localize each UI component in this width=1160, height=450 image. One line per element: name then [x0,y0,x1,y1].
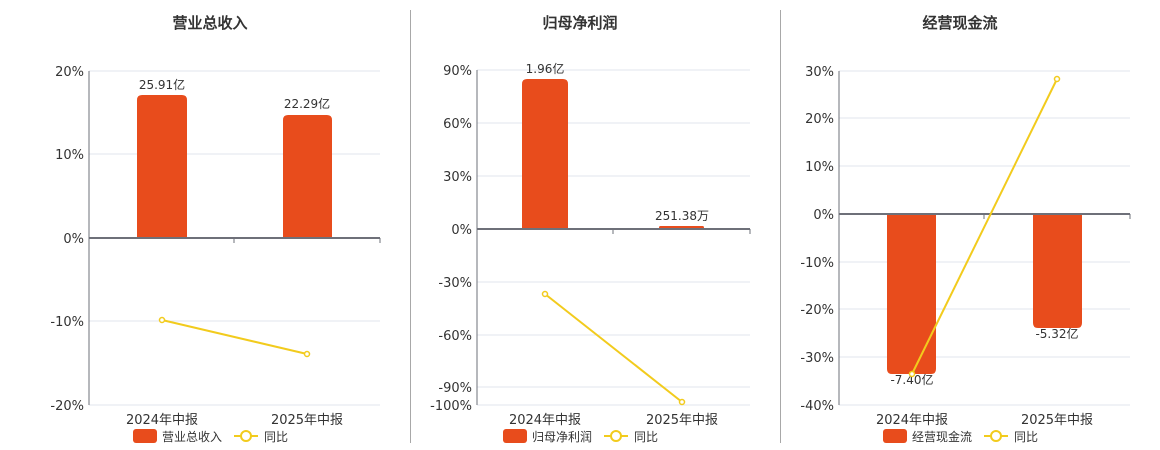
x-category: 2024年中报 [509,413,581,428]
yoy-point[interactable] [158,316,166,324]
bar-value-label: 1.96亿 [526,61,565,76]
legend-bar-swatch [883,429,907,443]
y-tick: -10% [800,256,834,271]
y-axis-labels: 20% 10% 0% -10% -20% [50,65,84,414]
y-tick: 10% [55,148,84,163]
grid-lines [89,70,380,406]
bar-2024[interactable] [887,214,936,374]
y-axis-labels: 90% 60% 30% 0% -30% -60% -90% -100% [430,64,472,414]
y-tick: 60% [443,117,472,132]
yoy-point[interactable] [303,350,311,358]
legend-bar-label[interactable]: 经营现金流 [912,429,972,444]
yoy-line [911,78,1058,375]
yoy-line [161,319,308,355]
grid-lines [839,70,1130,406]
y-tick: 90% [443,64,472,79]
y-tick: -40% [800,399,834,414]
x-category: 2025年中报 [271,413,343,428]
bar-2025[interactable] [1033,214,1082,328]
y-tick: 20% [55,65,84,80]
y-tick: -90% [438,381,472,396]
yoy-point[interactable] [678,398,686,406]
bar-value-label: -7.40亿 [890,372,933,387]
y-tick: -10% [50,315,84,330]
legend-line-label[interactable]: 同比 [264,430,288,444]
x-category: 2025年中报 [646,413,718,428]
chart-title: 营业总收入 [172,14,247,32]
y-tick: -60% [438,329,472,344]
y-tick: 30% [443,170,472,185]
x-category: 2025年中报 [1021,413,1093,428]
y-tick: -20% [50,399,84,414]
x-category: 2024年中报 [876,413,948,428]
legend-line-label[interactable]: 同比 [1014,430,1038,444]
chart-title: 归母净利润 [542,14,617,32]
y-tick: 0% [451,223,472,238]
y-tick: 20% [805,112,834,127]
yoy-point[interactable] [1053,75,1061,83]
bar-value-label: -5.32亿 [1035,326,1078,341]
legend-line-icon [990,430,1002,442]
legend-bar-swatch [133,429,157,443]
legend[interactable]: 营业总收入 同比 [133,429,288,444]
bar-2025[interactable] [283,115,332,238]
bar-value-label: 22.29亿 [284,96,330,111]
chart-title: 经营现金流 [922,14,997,32]
legend-line-icon [240,430,252,442]
y-tick: -30% [800,351,834,366]
bar-2024[interactable] [137,95,187,238]
y-tick: 10% [805,160,834,175]
panel-divider [410,10,411,443]
legend-bar-label[interactable]: 归母净利润 [532,430,592,444]
yoy-point[interactable] [908,370,916,378]
legend-bar-label[interactable]: 营业总收入 [162,430,222,444]
y-tick: 0% [813,208,834,223]
bar-value-label: 25.91亿 [139,77,185,92]
y-tick: 30% [805,65,834,80]
chart-revenue: 营业总收入 20% 10% 0% -10% -20% 25.91亿 22.29亿 [50,14,381,444]
chart-net-profit: 归母净利润 90% 60% 30% 0% -30% -60% -90% -100… [430,14,751,444]
yoy-line [544,293,683,403]
legend-line-label[interactable]: 同比 [634,430,658,444]
legend-line-icon [610,430,622,442]
legend[interactable]: 归母净利润 同比 [503,429,658,444]
chart-panel-net-profit: 归母净利润 90% 60% 30% 0% -30% -60% -90% -100… [430,14,751,444]
y-tick: -20% [800,303,834,318]
y-tick: -30% [438,276,472,291]
legend[interactable]: 经营现金流 同比 [883,429,1038,444]
y-axis-labels: 30% 20% 10% 0% -10% -20% -30% -40% [800,65,834,414]
x-category: 2024年中报 [126,413,198,428]
y-tick: -100% [430,399,472,414]
chart-panel-revenue: 营业总收入 20% 10% 0% -10% -20% 25.91亿 22.29亿 [0,0,400,450]
y-tick: 0% [63,232,84,247]
bar-2024[interactable] [522,79,568,229]
panel-divider [780,10,781,443]
bar-value-label: 251.38万 [655,209,709,223]
yoy-point[interactable] [541,290,549,298]
legend-bar-swatch [503,429,527,443]
